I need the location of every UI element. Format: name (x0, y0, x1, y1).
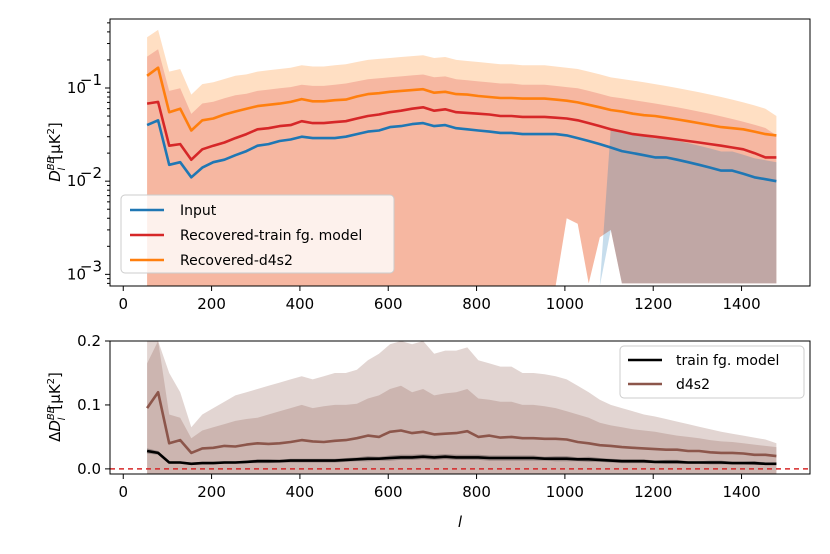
bottom-lines (110, 390, 810, 470)
legend-label-train-fg-model: train fg. model (676, 353, 779, 369)
x-tick-label-1000: 1000 (546, 295, 584, 313)
y-tick-exponent-0.1: −1 (80, 71, 102, 89)
top-y-label: DBBl[μK2] (46, 122, 68, 182)
legend-label-input: Input (180, 203, 217, 219)
line-input (146, 119, 777, 183)
bottom-y-ticks: 0.0 0.1 0.2 (77, 332, 110, 478)
y-tick-label-0.1: 0.1 (77, 396, 101, 414)
bottom-panel: 0 200 400 600 800 1000 1200 1400 0.0 0.1 0.2 ΔDBB… (46, 332, 811, 531)
legend-label-recovered-train-fg-model: Recovered-train fg. model (180, 228, 362, 244)
legend-label-recovered-d4s2: Recovered-d4s2 (180, 253, 293, 269)
top-legend-box (120, 194, 395, 274)
x-tick-label-600: 600 (374, 295, 403, 313)
x-tick-label-1400: 1400 (722, 483, 760, 501)
top-legend: Input Recovered-train fg. model Recovered-… (120, 194, 395, 274)
y-tick-label-0: 0.0 (77, 460, 101, 478)
x-tick-label-400: 400 (286, 295, 315, 313)
bottom-x-ticks: 0 200 400 600 800 1000 1200 1400 (118, 474, 761, 501)
legend-label-d4s2: d4s2 (676, 377, 710, 393)
bottom-axes-frame (109, 340, 811, 475)
x-tick-label-0: 0 (118, 295, 128, 313)
line-d4s2 (146, 390, 777, 458)
line-recovered-d4s2 (146, 66, 777, 137)
y-tick-label-0.001: 10 (67, 265, 86, 283)
y-tick-exponent-0.001: −3 (80, 257, 102, 275)
x-tick-label-0: 0 (118, 483, 128, 501)
top-y-ticks: 10−310−210−1 (67, 22, 110, 284)
top-x-ticks: 0 200 400 600 800 1000 1200 1400 (118, 286, 761, 313)
y-tick-label-0.2: 0.2 (77, 332, 101, 350)
x-tick-label-1400: 1400 (722, 295, 760, 313)
x-tick-label-1200: 1200 (634, 483, 672, 501)
x-tick-label-1200: 1200 (634, 295, 672, 313)
bottom-x-label: l (458, 513, 463, 531)
top-lines (146, 66, 777, 183)
y-tick-exponent-0.01: −2 (80, 164, 102, 182)
bottom-y-label: ΔDBBl[μK2] (46, 372, 68, 442)
x-tick-label-400: 400 (286, 483, 315, 501)
line-recovered-train-fg-model (146, 100, 777, 161)
x-tick-label-200: 200 (197, 295, 226, 313)
x-tick-label-200: 200 (197, 483, 226, 501)
x-tick-label-800: 800 (462, 295, 491, 313)
x-tick-label-600: 600 (374, 483, 403, 501)
bottom-legend: train fg. model d4s2 (619, 345, 805, 399)
x-tick-label-1000: 1000 (546, 483, 584, 501)
y-tick-label-0.1: 10 (67, 79, 86, 97)
line-train-fg-model (146, 449, 777, 466)
top-panel: 0 200 400 600 800 1000 1200 1400 10−310−210−1 D… (46, 18, 811, 313)
x-tick-label-800: 800 (462, 483, 491, 501)
top-axes-frame (109, 18, 811, 287)
y-tick-label-0.01: 10 (67, 172, 86, 190)
band-input (147, 128, 777, 286)
bottom-legend-box (619, 345, 805, 399)
